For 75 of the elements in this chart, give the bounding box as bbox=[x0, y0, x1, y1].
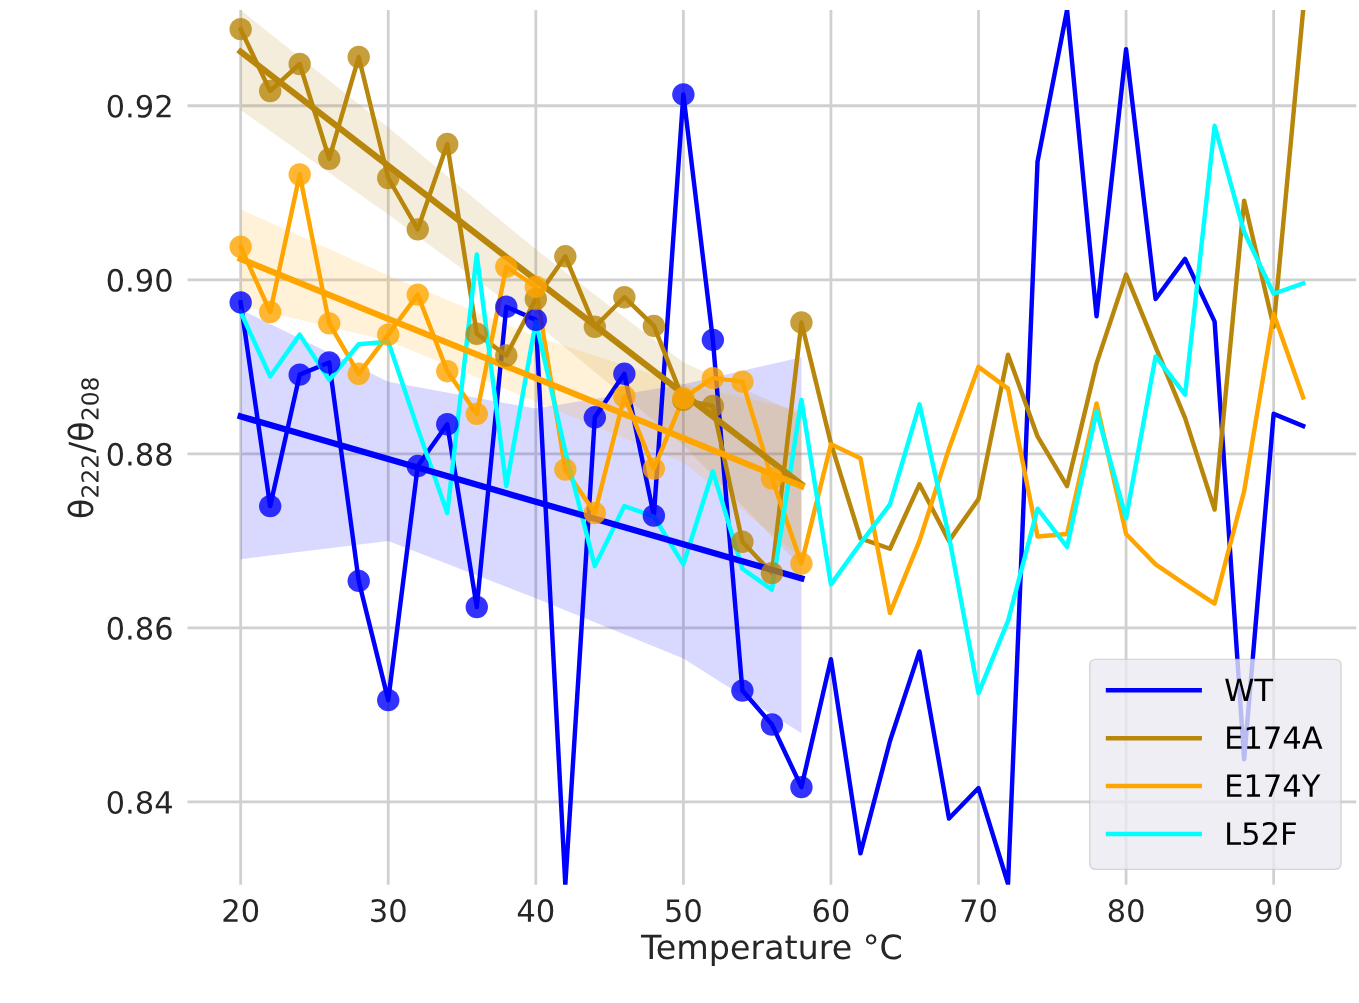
point bbox=[347, 45, 370, 69]
point bbox=[613, 385, 636, 408]
point bbox=[760, 561, 784, 585]
y-tick-label: 0.90 bbox=[107, 268, 172, 292]
x-tick-label: 40 bbox=[517, 899, 554, 923]
y-axis-title: θ$_{222}$/θ$_{208}$ bbox=[67, 378, 99, 518]
y-tick-label: 0.92 bbox=[107, 94, 171, 118]
point bbox=[229, 291, 252, 314]
point bbox=[436, 132, 459, 156]
point bbox=[731, 530, 754, 553]
point bbox=[318, 312, 341, 335]
point bbox=[524, 308, 547, 332]
point bbox=[258, 494, 282, 518]
x-tick-label: 90 bbox=[1256, 899, 1292, 923]
legend-label: E174A bbox=[1227, 726, 1323, 749]
point bbox=[701, 366, 725, 390]
point bbox=[583, 315, 607, 338]
point bbox=[583, 406, 607, 429]
point bbox=[318, 147, 341, 171]
legend-label: E174Y bbox=[1227, 774, 1321, 797]
y-tick-label: 0.86 bbox=[107, 616, 172, 640]
x-tick-label: 30 bbox=[371, 899, 406, 923]
point bbox=[760, 467, 784, 490]
point bbox=[377, 166, 400, 190]
point bbox=[642, 314, 666, 338]
point bbox=[288, 363, 311, 386]
x-tick-label: 20 bbox=[223, 899, 259, 923]
point bbox=[288, 52, 311, 76]
point bbox=[377, 688, 400, 712]
point bbox=[406, 283, 429, 306]
point bbox=[495, 255, 518, 278]
point bbox=[642, 457, 666, 480]
point bbox=[790, 775, 813, 799]
point bbox=[672, 83, 695, 106]
point bbox=[229, 235, 252, 258]
point bbox=[760, 713, 784, 736]
point bbox=[288, 163, 311, 186]
point bbox=[731, 370, 754, 393]
point bbox=[347, 569, 370, 593]
point bbox=[436, 359, 459, 383]
point bbox=[465, 402, 488, 426]
point bbox=[790, 552, 813, 575]
y-tick-label: 0.84 bbox=[107, 790, 172, 815]
x-tick-label: 80 bbox=[1108, 899, 1144, 923]
x-tick-label: 70 bbox=[961, 899, 996, 923]
point bbox=[554, 245, 577, 268]
x-tick-label: 50 bbox=[666, 899, 701, 923]
point bbox=[258, 79, 282, 103]
point bbox=[701, 328, 725, 352]
legend-label: L52F bbox=[1227, 822, 1296, 846]
point bbox=[465, 595, 488, 619]
point bbox=[583, 501, 607, 525]
point bbox=[495, 344, 518, 367]
point bbox=[318, 351, 341, 374]
point bbox=[347, 362, 370, 385]
point bbox=[613, 286, 636, 309]
point bbox=[701, 394, 725, 418]
point bbox=[436, 413, 459, 436]
point bbox=[465, 322, 488, 345]
point bbox=[495, 295, 518, 318]
point bbox=[258, 300, 282, 324]
y-tick-label: 0.88 bbox=[107, 442, 172, 466]
x-axis-title: Temperature °C bbox=[640, 934, 901, 966]
point bbox=[613, 362, 636, 385]
point bbox=[554, 458, 577, 481]
x-tick-label: 60 bbox=[813, 899, 849, 923]
point bbox=[524, 275, 547, 298]
point bbox=[406, 454, 429, 478]
point bbox=[377, 323, 400, 346]
point bbox=[229, 17, 252, 41]
point bbox=[406, 218, 429, 241]
point bbox=[642, 504, 666, 527]
point bbox=[790, 311, 813, 334]
legend-label: WT bbox=[1225, 678, 1274, 701]
point bbox=[731, 679, 754, 702]
